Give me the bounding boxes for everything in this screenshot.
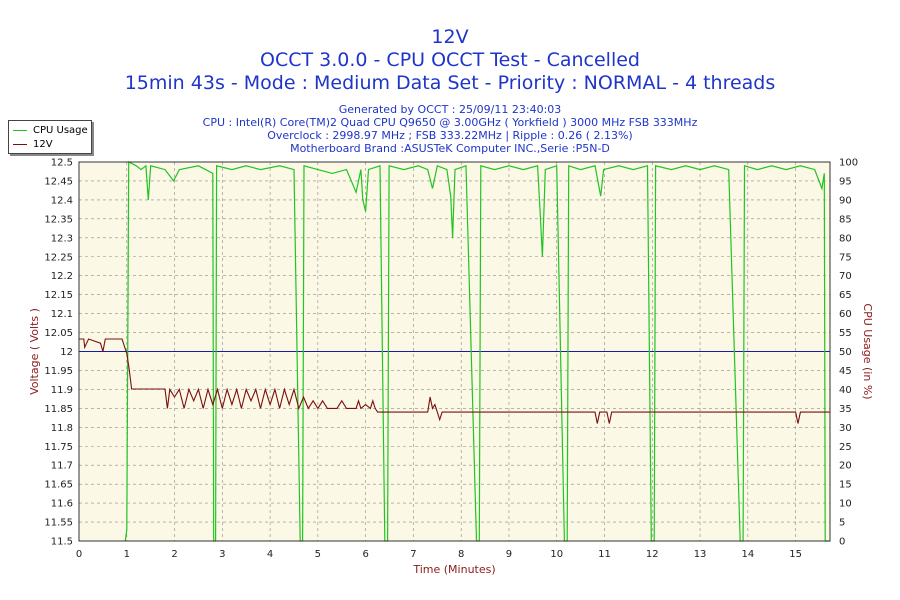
y-right-tick-label: 55 [839, 328, 852, 339]
test-mode-line: 15min 43s - Mode : Medium Data Set - Pri… [124, 72, 776, 94]
x-tick-label: 4 [267, 549, 273, 560]
y-right-tick-label: 30 [839, 423, 852, 434]
x-tick-label: 3 [219, 549, 225, 560]
x-tick-label: 13 [694, 549, 707, 560]
x-tick-label: 7 [410, 549, 416, 560]
y-left-tick-label: 11.8 [51, 423, 73, 434]
y-right-tick-label: 80 [839, 233, 852, 244]
motherboard-line: Motherboard Brand :ASUSTeK Computer INC.… [290, 142, 610, 155]
series-line-cpu-usage [124, 161, 830, 542]
y-right-tick-label: 35 [839, 404, 852, 415]
y-left-tick-label: 11.55 [44, 518, 73, 529]
y-right-tick-label: 40 [839, 385, 852, 396]
y-left-tick-label: 11.7 [51, 461, 73, 472]
x-tick-label: 15 [789, 549, 802, 560]
y-right-tick-label: 90 [839, 195, 852, 206]
y-left-tick-label: 12.05 [44, 328, 73, 339]
y-right-tick-label: 60 [839, 309, 852, 320]
y-left-tick-label: 12.3 [51, 233, 73, 244]
legend-swatch-cpu [13, 129, 27, 131]
y-right-tick-label: 45 [839, 366, 852, 377]
y-right-tick-label: 5 [839, 518, 845, 529]
y-left-tick-label: 11.85 [44, 404, 73, 415]
legend-item-cpu-usage: CPU Usage [13, 124, 88, 136]
y-left-tick-label: 11.9 [51, 385, 73, 396]
y-left-tick-label: 12.35 [44, 214, 73, 225]
y-right-tick-label: 50 [839, 347, 852, 358]
y-left-tick-label: 11.95 [44, 366, 73, 377]
x-axis-label: Time (Minutes) [412, 563, 495, 576]
y-right-tick-label: 10 [839, 499, 852, 510]
chart-subtitle: OCCT 3.0.0 - CPU OCCT Test - Cancelled [260, 49, 640, 71]
x-tick-label: 0 [76, 549, 82, 560]
y-right-tick-label: 15 [839, 480, 852, 491]
x-tick-label: 12 [646, 549, 659, 560]
generated-line: Generated by OCCT : 25/09/11 23:40:03 [338, 103, 562, 116]
y-right-tick-label: 65 [839, 290, 852, 301]
y-right-tick-label: 70 [839, 271, 852, 282]
overclock-line: Overclock : 2998.97 MHz ; FSB 333.22MHz … [267, 129, 633, 142]
x-tick-label: 8 [458, 549, 464, 560]
y-left-tick-label: 12.45 [44, 176, 73, 187]
y-left-tick-label: 12.15 [44, 290, 73, 301]
y-right-tick-label: 20 [839, 461, 852, 472]
y-right-tick-label: 25 [839, 442, 852, 453]
y-left-tick-label: 12.4 [51, 195, 73, 206]
y-left-tick-label: 12.25 [44, 252, 73, 263]
y-left-tick-label: 12.5 [51, 158, 73, 169]
x-tick-label: 10 [550, 549, 563, 560]
y-left-tick-label: 11.6 [51, 499, 73, 510]
y-right-tick-label: 95 [839, 176, 852, 187]
cpu-line: CPU : Intel(R) Core(TM)2 Quad CPU Q9650 … [202, 116, 698, 129]
legend-item-12v: 12V [13, 138, 53, 150]
y-right-tick-label: 0 [839, 537, 845, 548]
x-tick-label: 1 [124, 549, 130, 560]
y-left-tick-label: 11.5 [51, 537, 73, 548]
legend-label-cpu-usage: CPU Usage [33, 124, 88, 136]
chart-title: 12V [431, 26, 469, 48]
y-right-axis-label: CPU Usage (in %) [861, 303, 874, 399]
plot-frame [78, 161, 831, 542]
x-tick-label: 2 [171, 549, 177, 560]
legend-swatch-12v [13, 143, 27, 145]
y-left-tick-label: 12.2 [51, 271, 73, 282]
y-left-tick-label: 12 [60, 347, 73, 358]
y-left-tick-label: 11.75 [44, 442, 73, 453]
x-tick-label: 14 [741, 549, 754, 560]
series-line-12v [79, 338, 830, 424]
x-tick-label: 5 [315, 549, 321, 560]
y-left-tick-label: 11.65 [44, 480, 73, 491]
x-tick-label: 9 [506, 549, 512, 560]
y-right-tick-label: 85 [839, 214, 852, 225]
x-tick-label: 11 [598, 549, 611, 560]
x-tick-label: 6 [362, 549, 368, 560]
y-left-axis-label: Voltage ( Volts ) [28, 308, 41, 395]
y-left-tick-label: 12.1 [51, 309, 73, 320]
y-right-tick-label: 100 [839, 158, 858, 169]
legend-label-12v: 12V [33, 138, 53, 150]
chart-legend: CPU Usage 12V [8, 120, 92, 154]
y-right-tick-label: 75 [839, 252, 852, 263]
